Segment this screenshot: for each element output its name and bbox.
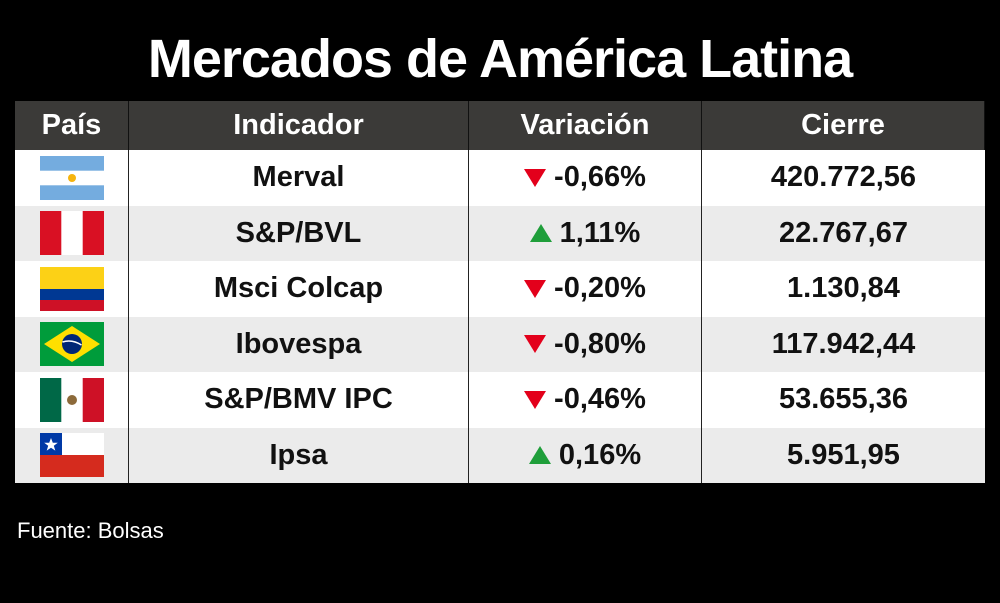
down-arrow-icon — [524, 335, 547, 354]
table-row: S&P/BVL 1,11% 22.767,67 — [15, 205, 985, 261]
up-arrow-icon — [528, 446, 551, 465]
indicator-name: Merval — [129, 150, 469, 206]
table-header: País Indicador Variación Cierre — [15, 101, 985, 150]
source-note: Fuente: Bolsas — [17, 518, 164, 543]
close-value: 22.767,67 — [778, 216, 908, 249]
header-close: Cierre — [702, 101, 985, 150]
table-row: Msci Colcap -0,20% 1.130,84 — [15, 261, 985, 317]
brazil-flag-icon — [39, 322, 104, 367]
variation-value: 1,11% — [559, 216, 641, 249]
variation-value: -0,20% — [554, 272, 646, 305]
close-value: 5.951,95 — [787, 438, 900, 471]
mexico-flag-icon — [39, 377, 104, 422]
variation-value: 0,16% — [558, 438, 642, 471]
down-arrow-icon — [524, 168, 547, 187]
indicator-name: Ibovespa — [129, 316, 469, 372]
variation-value: -0,46% — [554, 383, 646, 416]
colombia-flag-icon — [39, 266, 104, 311]
down-arrow-icon — [524, 390, 547, 409]
variation-value: -0,66% — [554, 161, 646, 194]
down-arrow-icon — [524, 279, 547, 298]
close-value: 1.130,84 — [787, 272, 900, 305]
argentina-flag-icon — [39, 155, 104, 200]
table-row: Ibovespa -0,80% 117.942,44 — [15, 316, 985, 372]
table-row: S&P/BMV IPC -0,46% 53.655,36 — [15, 372, 985, 428]
table-row: Merval -0,66% 420.772,56 — [15, 150, 985, 206]
header-country: País — [15, 101, 129, 150]
variation-value: -0,80% — [554, 327, 646, 360]
up-arrow-icon — [529, 224, 552, 243]
markets-table: País Indicador Variación Cierre Merval -… — [15, 101, 985, 483]
table-row: Ipsa 0,16% 5.951,95 — [15, 427, 985, 483]
close-value: 53.655,36 — [778, 383, 908, 416]
page-title: Mercados de América Latina — [147, 29, 853, 89]
close-value: 117.942,44 — [771, 327, 916, 360]
indicator-name: S&P/BVL — [129, 205, 469, 261]
indicator-name: S&P/BMV IPC — [129, 372, 469, 428]
header-indicator: Indicador — [129, 101, 469, 150]
indicator-name: Msci Colcap — [129, 261, 469, 317]
peru-flag-icon — [39, 211, 104, 256]
chile-flag-icon — [39, 433, 104, 478]
header-variation: Variación — [469, 101, 702, 150]
close-value: 420.772,56 — [770, 161, 917, 194]
indicator-name: Ipsa — [129, 427, 469, 483]
